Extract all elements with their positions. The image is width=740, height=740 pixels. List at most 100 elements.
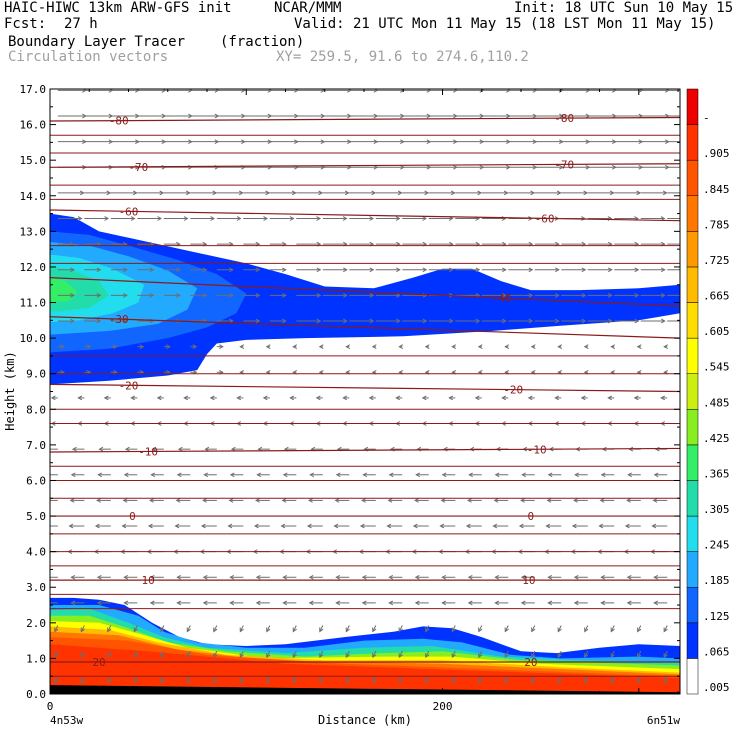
vector-head [308,600,314,606]
circulation-vector [504,676,509,683]
y-tick-label: 3.0 [26,581,46,594]
vector-head [256,472,262,478]
vector-head [209,395,215,401]
vector-head [159,190,165,196]
vector-head [660,395,666,401]
y-tick-label: 9.0 [26,368,46,381]
vector-head [124,446,130,452]
isotherm-label: -70 [128,161,148,174]
vector-head [584,653,589,659]
circulation-vector [107,676,112,683]
vector-head [581,267,587,273]
x-tick-label: 0 [47,700,54,713]
colorbar-swatch [686,586,699,624]
vector-head [388,600,394,606]
vector-head [282,472,288,478]
vector-head [160,678,165,684]
vector-head [448,395,454,401]
vector-head [227,523,233,529]
vector-head [239,678,244,684]
vector-head [133,678,138,684]
circulation-vector [478,625,483,632]
circulation-vector [54,676,59,683]
vector-head [451,678,456,684]
vector-head [600,574,606,580]
circulation-vector [557,625,562,632]
vector-head [238,190,244,196]
xy-coords: XY= 259.5, 91.6 to 274.6,110.2 [276,49,529,65]
vector-head [494,600,500,606]
vector-head [68,523,74,529]
vector-head [528,267,534,273]
vector-head [574,472,579,478]
vector-head [626,574,632,580]
vector-head [123,574,129,580]
vector-head [177,446,183,452]
vector-head [149,600,155,606]
vector-head [210,216,216,221]
vector-head [292,678,297,684]
colorbar-swatch [686,159,699,197]
circulation-vector [398,676,403,683]
vector-head [70,472,76,478]
vector-head [289,395,295,401]
vector-head [43,524,47,528]
vector-head [439,523,445,529]
vector-head [318,344,324,350]
vector-head [573,498,578,503]
vector-head [477,344,483,350]
vector-head [236,216,242,221]
vector-head [291,190,297,196]
circulation-vector [425,650,430,658]
vector-head [316,216,322,221]
vector-head [396,318,401,324]
vector-head [202,267,208,273]
vector-head [255,293,261,298]
circulation-vector [133,650,138,658]
colorbar-label: .905 [703,147,730,160]
colorbar-swatch [686,551,699,588]
vector-head [229,600,235,606]
vector-head [255,498,260,503]
vector-head [133,653,138,659]
vector-head [316,267,322,273]
vector-head [634,318,640,324]
vector-head [547,600,553,606]
vector-head [502,267,507,273]
colorbar-label: .665 [703,290,730,303]
vector-head [557,678,562,684]
vector-head [149,293,155,298]
isotherm-line [50,116,680,122]
vector-head [396,293,401,298]
vector-head [319,627,324,633]
vector-head [422,318,428,324]
vector-head [478,627,483,633]
vector-head [424,190,430,196]
vector-head [449,267,454,273]
circulation-vector [345,676,350,683]
vector-head [342,395,348,401]
vector-head [520,600,526,606]
vector-head [176,472,182,478]
colorbar-swatch [686,444,699,481]
vector-head [345,627,350,633]
vector-head [176,293,181,298]
vector-head [45,575,49,579]
vector-head [634,293,640,298]
circulation-vector [451,625,456,632]
colorbar-label: .365 [703,467,730,480]
vector-head [607,293,613,298]
vector-head [149,267,155,273]
vector-head [150,472,156,478]
field-name: Boundary Layer Tracer [8,34,186,50]
vector-head [583,344,589,350]
vector-head [637,627,642,633]
vector-head [520,498,525,503]
vector-head [581,318,587,324]
vector-head [342,216,348,221]
vector-head [530,344,536,350]
vector-head [202,498,207,503]
vector-head [504,344,510,350]
vector-head [229,574,235,580]
